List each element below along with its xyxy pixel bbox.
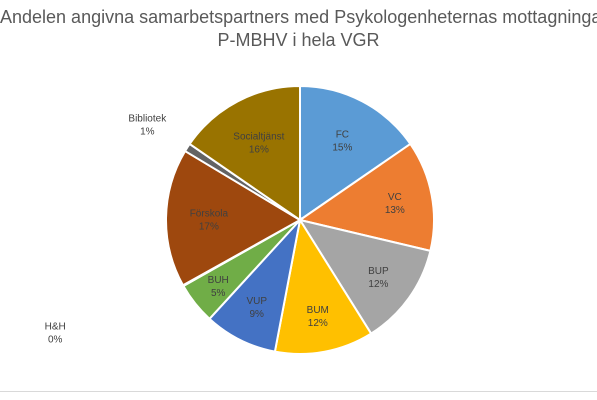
slice-percent-vc: 13%	[385, 205, 405, 216]
slice-label-bibliotek: Bibliotek	[128, 113, 167, 124]
slice-percent-f-rskola: 17%	[199, 222, 219, 233]
slice-label-vup: VUP	[246, 296, 267, 307]
slice-label-h-h: H&H	[45, 322, 66, 333]
slice-percent-bum: 12%	[308, 318, 328, 329]
slice-label-bum: BUM	[307, 305, 329, 316]
slice-label-f-rskola: Förskola	[190, 209, 229, 220]
slice-label-buh: BUH	[208, 275, 229, 286]
slice-label-socialtj-nst: Socialtjänst	[233, 132, 284, 143]
pie-slice-fc	[299, 84, 412, 222]
pie-slice-bup	[297, 218, 432, 335]
slice-percent-bup: 12%	[368, 279, 388, 290]
chart-bottom-border	[0, 391, 597, 392]
slice-percent-vup: 9%	[250, 309, 265, 320]
pie-slice-f-rskola	[165, 149, 302, 287]
pie-slice-vc	[297, 142, 435, 253]
slice-percent-h-h: 0%	[48, 335, 63, 346]
chart-title: Andelen angivna samarbetspartners med Ps…	[0, 6, 597, 52]
chart-title-line-2: P-MBHV i hela VGR	[217, 30, 380, 50]
slice-percent-bibliotek: 1%	[140, 126, 155, 137]
pie-slice-bum	[273, 217, 373, 355]
slice-label-vc: VC	[388, 192, 402, 203]
slice-percent-socialtj-nst: 16%	[249, 145, 269, 156]
chart-title-line-1: Andelen angivna samarbetspartners med Ps…	[0, 7, 597, 27]
pie-slice-socialtj-nst	[188, 84, 301, 222]
slice-percent-buh: 5%	[211, 288, 226, 299]
slice-label-bup: BUP	[368, 266, 389, 277]
slice-percent-fc: 15%	[332, 142, 352, 153]
slice-label-fc: FC	[336, 129, 349, 140]
